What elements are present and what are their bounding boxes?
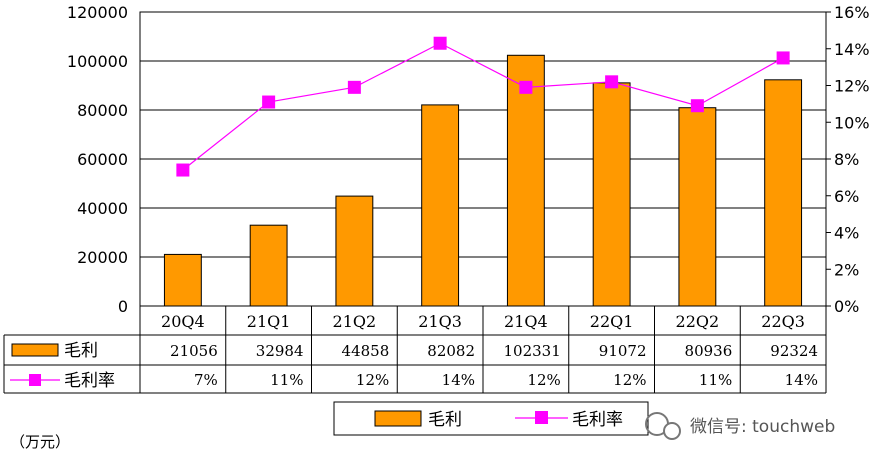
right-axis: 0% 2% 4% 6% 8% 10% 12% 14% 16% xyxy=(826,3,870,316)
left-tick-label: 20000 xyxy=(77,248,128,267)
left-tick-label: 120000 xyxy=(67,3,128,22)
row-key-marker xyxy=(29,374,41,386)
legend-label: 毛利率 xyxy=(572,410,623,430)
legend-swatch-marker xyxy=(535,411,548,424)
right-tick-label: 6% xyxy=(834,187,859,206)
right-tick-label: 10% xyxy=(834,113,870,132)
left-tick-label: 0 xyxy=(118,297,128,316)
line-value-cell: 11% xyxy=(270,371,303,389)
category-label: 22Q2 xyxy=(676,312,720,331)
line-value-cell: 11% xyxy=(699,371,732,389)
line-point xyxy=(776,51,790,65)
right-tick-label: 0% xyxy=(834,297,859,316)
watermark: 微信号: touchweb xyxy=(645,412,835,440)
legend-label: 毛利 xyxy=(428,410,462,430)
bar-value-cell: 21056 xyxy=(170,342,218,360)
right-tick-label: 16% xyxy=(834,3,870,22)
category-label: 20Q4 xyxy=(161,312,205,331)
left-tick-label: 100000 xyxy=(67,52,128,71)
category-label: 21Q4 xyxy=(504,312,548,331)
bar-series xyxy=(163,54,803,307)
bar-value-cell: 102331 xyxy=(503,342,560,360)
watermark-text: 微信号: touchweb xyxy=(690,417,835,437)
right-tick-label: 4% xyxy=(834,224,859,243)
bar xyxy=(421,104,460,307)
row-key-label: 毛利率 xyxy=(64,371,115,391)
line-value-cell: 12% xyxy=(613,371,646,389)
left-tick-label: 60000 xyxy=(77,150,128,169)
line-value-cell: 14% xyxy=(442,371,475,389)
bar-value-cell: 32984 xyxy=(256,342,304,360)
bar xyxy=(592,82,631,307)
row-key-bar xyxy=(11,343,59,357)
bar xyxy=(249,224,288,307)
left-tick-label: 40000 xyxy=(77,199,128,218)
line-point xyxy=(433,36,447,50)
series-line xyxy=(182,42,784,171)
category-label: 22Q1 xyxy=(590,312,634,331)
gridlines xyxy=(140,11,826,307)
line-point xyxy=(176,163,190,177)
line-value-cell: 12% xyxy=(527,371,560,389)
category-label: 22Q3 xyxy=(761,312,805,331)
left-tick-label: 80000 xyxy=(77,101,128,120)
bar-value-cell: 44858 xyxy=(342,342,390,360)
legend: 毛利 毛利率 xyxy=(333,401,649,436)
category-label: 21Q1 xyxy=(247,312,291,331)
unit-label: （万元） xyxy=(10,433,70,451)
line-value-cell: 7% xyxy=(194,371,218,389)
right-tick-label: 14% xyxy=(834,40,870,59)
category-label: 21Q2 xyxy=(333,312,377,331)
line-point xyxy=(519,80,533,94)
line-point xyxy=(690,99,704,113)
line-point xyxy=(262,95,276,109)
wechat-icon xyxy=(645,412,681,440)
right-tick-label: 2% xyxy=(834,260,859,279)
bar xyxy=(678,107,717,307)
category-label: 21Q3 xyxy=(418,312,462,331)
line-value-cell: 14% xyxy=(785,371,818,389)
data-table: 20Q4 21056 7% 21Q1 32984 11% 21Q2 44858 12% 21Q3 8… xyxy=(3,305,827,394)
bar-value-cell: 82082 xyxy=(427,342,475,360)
line-series xyxy=(176,36,790,177)
bar xyxy=(163,253,202,307)
line-point xyxy=(605,75,619,89)
right-tick-label: 12% xyxy=(834,77,870,96)
line-point xyxy=(347,80,361,94)
bar xyxy=(335,195,374,307)
line-value-cell: 12% xyxy=(356,371,389,389)
right-tick-label: 8% xyxy=(834,150,859,169)
bar-value-cell: 91072 xyxy=(599,342,647,360)
bar-value-cell: 92324 xyxy=(770,342,818,360)
row-key-label: 毛利 xyxy=(64,341,98,361)
left-axis: 0 20000 40000 60000 80000 100000 120000 xyxy=(67,3,128,316)
bar-value-cell: 80936 xyxy=(685,342,733,360)
legend-swatch-bar xyxy=(374,410,422,427)
bar xyxy=(764,79,803,307)
